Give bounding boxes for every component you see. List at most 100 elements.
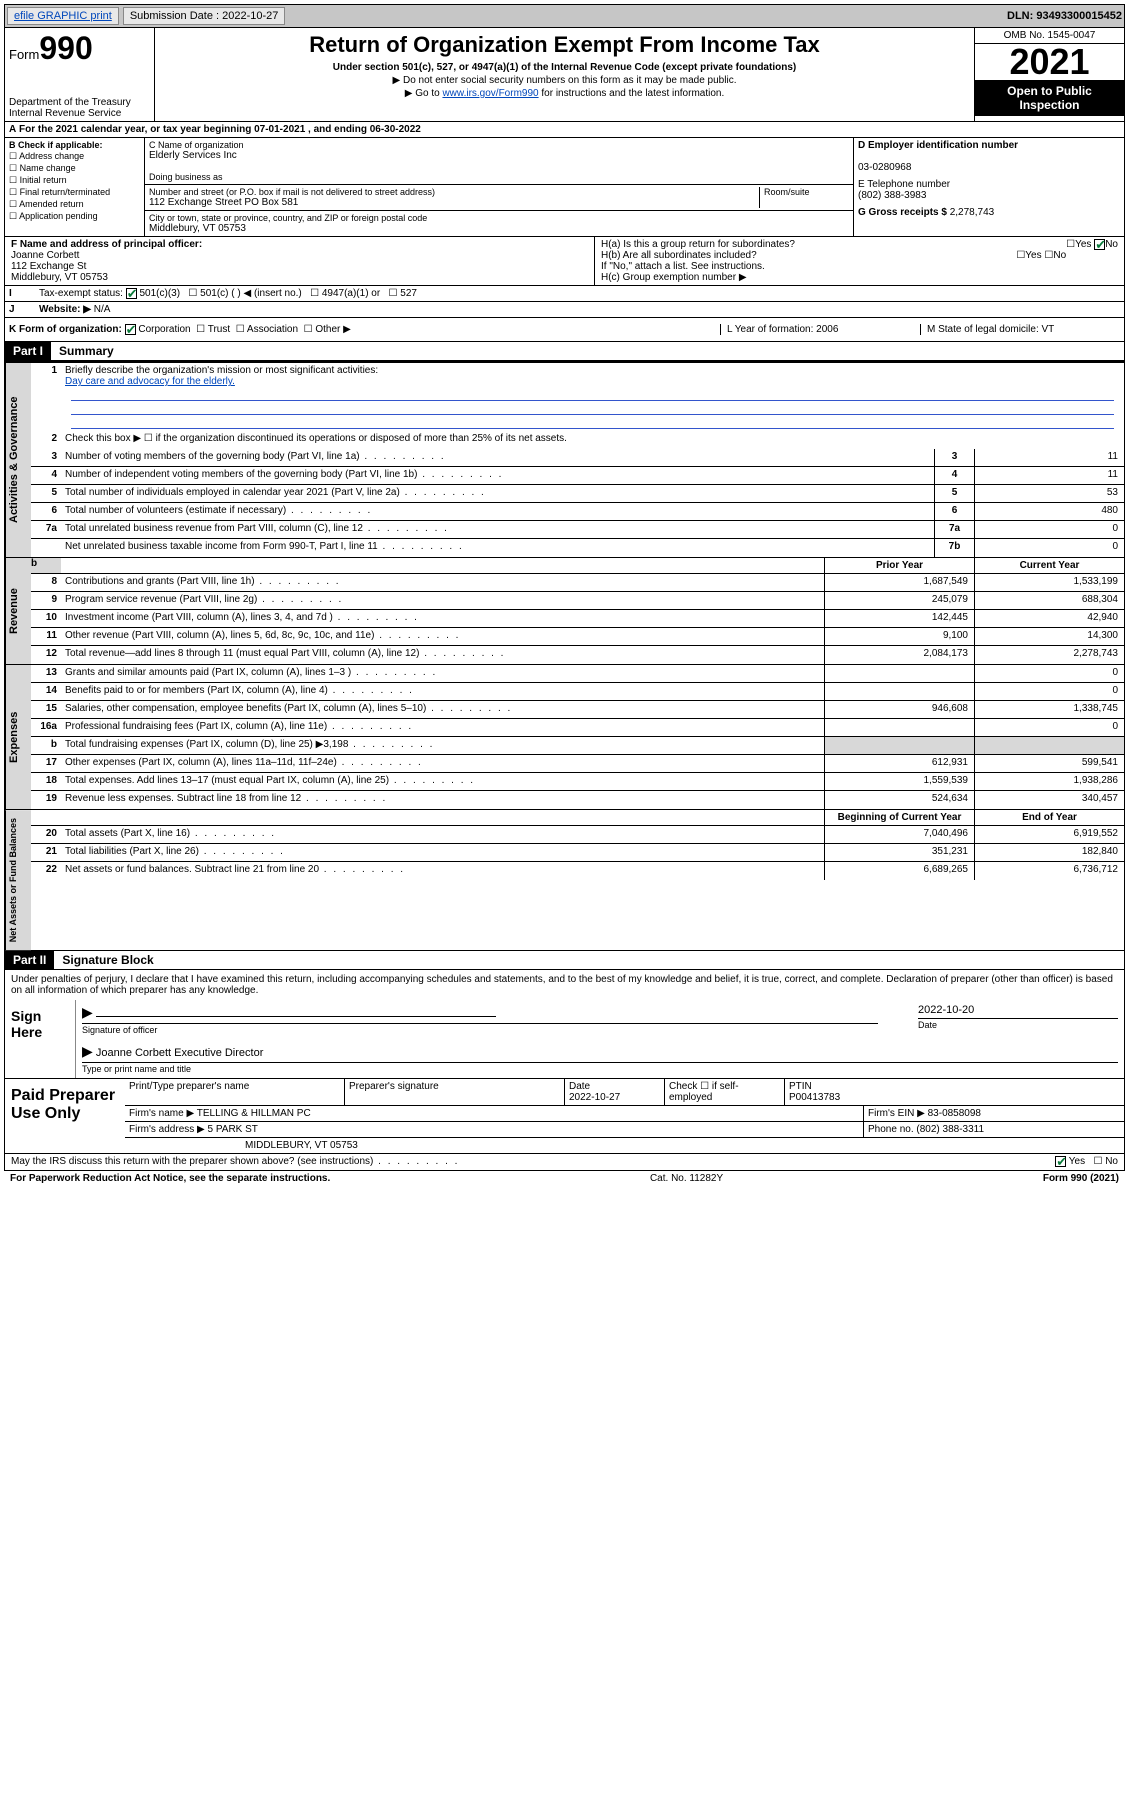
prior-year-hdr: Prior Year [824,558,974,573]
summary-row: 3Number of voting members of the governi… [31,449,1124,467]
sign-here-label: Sign Here [5,1000,75,1078]
cb-amended[interactable]: ☐ Amended return [9,199,140,210]
cb-501c3[interactable] [126,288,137,299]
state-domicile: M State of legal domicile: VT [920,324,1120,335]
subtitle-1: Under section 501(c), 527, or 4947(a)(1)… [159,62,970,73]
discuss-yes-checkbox[interactable] [1055,1156,1066,1167]
summary-row: 22Net assets or fund balances. Subtract … [31,862,1124,880]
sig-arrow-icon-2: ▶ [82,1043,93,1059]
org-name: Elderly Services Inc [149,150,849,161]
firm-addr2: MIDDLEBURY, VT 05753 [125,1138,1124,1153]
irs-form990-link[interactable]: www.irs.gov/Form990 [442,88,538,99]
summary-row: 7aTotal unrelated business revenue from … [31,521,1124,539]
form-title: Return of Organization Exempt From Incom… [159,32,970,58]
ha-no-checkbox[interactable] [1094,239,1105,250]
cb-application-pending[interactable]: ☐ Application pending [9,211,140,222]
line-a-tax-year: A For the 2021 calendar year, or tax yea… [4,121,1125,138]
form-of-org-label: K Form of organization: [9,324,122,335]
open-to-public: Open to Public Inspection [975,80,1124,116]
firm-ein: 83-0858098 [928,1108,981,1119]
gross-receipts-value: 2,278,743 [950,207,995,218]
revenue-section: Revenue b Prior Year Current Year 8Contr… [4,557,1125,664]
part1-header: Part ISummary [4,342,1125,361]
prep-date: 2022-10-27 [569,1092,620,1103]
sig-officer-label: Signature of officer [82,1023,878,1035]
subtitle-3: ▶ Go to www.irs.gov/Form990 for instruct… [159,88,970,99]
city-label: City or town, state or province, country… [149,213,849,223]
hb-note: If "No," attach a list. See instructions… [601,261,1118,272]
summary-row: 19Revenue less expenses. Subtract line 1… [31,791,1124,809]
form-990-label: Form990 [9,30,150,67]
page-footer: For Paperwork Reduction Act Notice, see … [4,1171,1125,1186]
summary-row: 4Number of independent voting members of… [31,467,1124,485]
netassets-tab: Net Assets or Fund Balances [5,810,31,950]
irs-label: Internal Revenue Service [9,108,150,119]
prep-selfemp: Check ☐ if self-employed [665,1079,785,1105]
cb-address-change[interactable]: ☐ Address change [9,151,140,162]
submission-date-badge: Submission Date : 2022-10-27 [123,7,286,25]
officer-addr1: 112 Exchange St [11,261,86,272]
governance-section: Activities & Governance 1 Briefly descri… [4,361,1125,557]
website-value: N/A [94,304,111,315]
revenue-tab: Revenue [5,558,31,664]
discuss-row: May the IRS discuss this return with the… [4,1154,1125,1170]
summary-row: 6Total number of volunteers (estimate if… [31,503,1124,521]
firm-addr1: 5 PARK ST [208,1124,258,1135]
box-b-label: B Check if applicable: [9,140,103,150]
officer-label: F Name and address of principal officer: [11,239,202,250]
entity-info-block: B Check if applicable: ☐ Address change … [4,138,1125,237]
form-header: Form990 Department of the Treasury Inter… [4,28,1125,121]
mission-link[interactable]: Day care and advocacy for the elderly. [65,376,235,387]
summary-row: 8Contributions and grants (Part VIII, li… [31,574,1124,592]
paid-preparer-block: Paid Preparer Use Only Print/Type prepar… [4,1079,1125,1154]
summary-row: 17Other expenses (Part IX, column (A), l… [31,755,1124,773]
discuss-question: May the IRS discuss this return with the… [11,1156,459,1167]
tax-exempt-label: Tax-exempt status: [39,288,123,299]
expenses-tab: Expenses [5,665,31,809]
part2-header: Part IISignature Block [4,951,1125,970]
paid-preparer-label: Paid Preparer Use Only [5,1079,125,1153]
officer-name: Joanne Corbett [11,250,79,261]
summary-row: 9Program service revenue (Part VIII, lin… [31,592,1124,610]
top-bar: efile GRAPHIC print Submission Date : 20… [4,4,1125,28]
summary-row: 12Total revenue—add lines 8 through 11 (… [31,646,1124,664]
cb-corporation[interactable] [125,324,136,335]
tax-year: 2021 [975,44,1124,80]
summary-row: 20Total assets (Part X, line 16)7,040,49… [31,826,1124,844]
room-label: Room/suite [764,187,849,197]
dba-label: Doing business as [149,172,849,182]
ein-value: 03-0280968 [858,162,911,173]
summary-row: 18Total expenses. Add lines 13–17 (must … [31,773,1124,791]
line2-label: Check this box ▶ ☐ if the organization d… [61,431,1124,449]
summary-row: 10Investment income (Part VIII, column (… [31,610,1124,628]
current-year-hdr: Current Year [974,558,1124,573]
prep-sig-hdr: Preparer's signature [345,1079,565,1105]
netassets-section: Net Assets or Fund Balances Beginning of… [4,809,1125,951]
row-k: K Form of organization: Corporation ☐ Tr… [4,318,1125,342]
dln-label: DLN: 93493300015452 [1007,10,1122,22]
hc-label: H(c) Group exemption number ▶ [601,272,1118,283]
firm-name: TELLING & HILLMAN PC [197,1108,311,1119]
summary-row: 16aProfessional fundraising fees (Part I… [31,719,1124,737]
governance-tab: Activities & Governance [5,363,31,557]
form-page-label: Form 990 (2021) [1043,1173,1119,1184]
telephone-value: (802) 388-3983 [858,190,926,201]
pra-notice: For Paperwork Reduction Act Notice, see … [10,1173,330,1184]
ptin-value: P00413783 [789,1092,840,1103]
sig-date-label: Date [918,1018,1118,1030]
boy-hdr: Beginning of Current Year [824,810,974,825]
summary-row: bTotal fundraising expenses (Part IX, co… [31,737,1124,755]
summary-row: 14Benefits paid to or for members (Part … [31,683,1124,701]
ein-label: D Employer identification number [858,140,1018,151]
eoy-hdr: End of Year [974,810,1124,825]
street-address: 112 Exchange Street PO Box 581 [149,197,759,208]
cb-final-return[interactable]: ☐ Final return/terminated [9,187,140,198]
subtitle-2: ▶ Do not enter social security numbers o… [159,75,970,86]
sig-arrow-icon: ▶ [82,1004,93,1020]
website-label: Website: ▶ [39,304,91,315]
summary-row: 13Grants and similar amounts paid (Part … [31,665,1124,683]
cb-name-change[interactable]: ☐ Name change [9,163,140,174]
telephone-label: E Telephone number [858,179,950,190]
cb-initial-return[interactable]: ☐ Initial return [9,175,140,186]
efile-print-link[interactable]: efile GRAPHIC print [7,7,119,25]
